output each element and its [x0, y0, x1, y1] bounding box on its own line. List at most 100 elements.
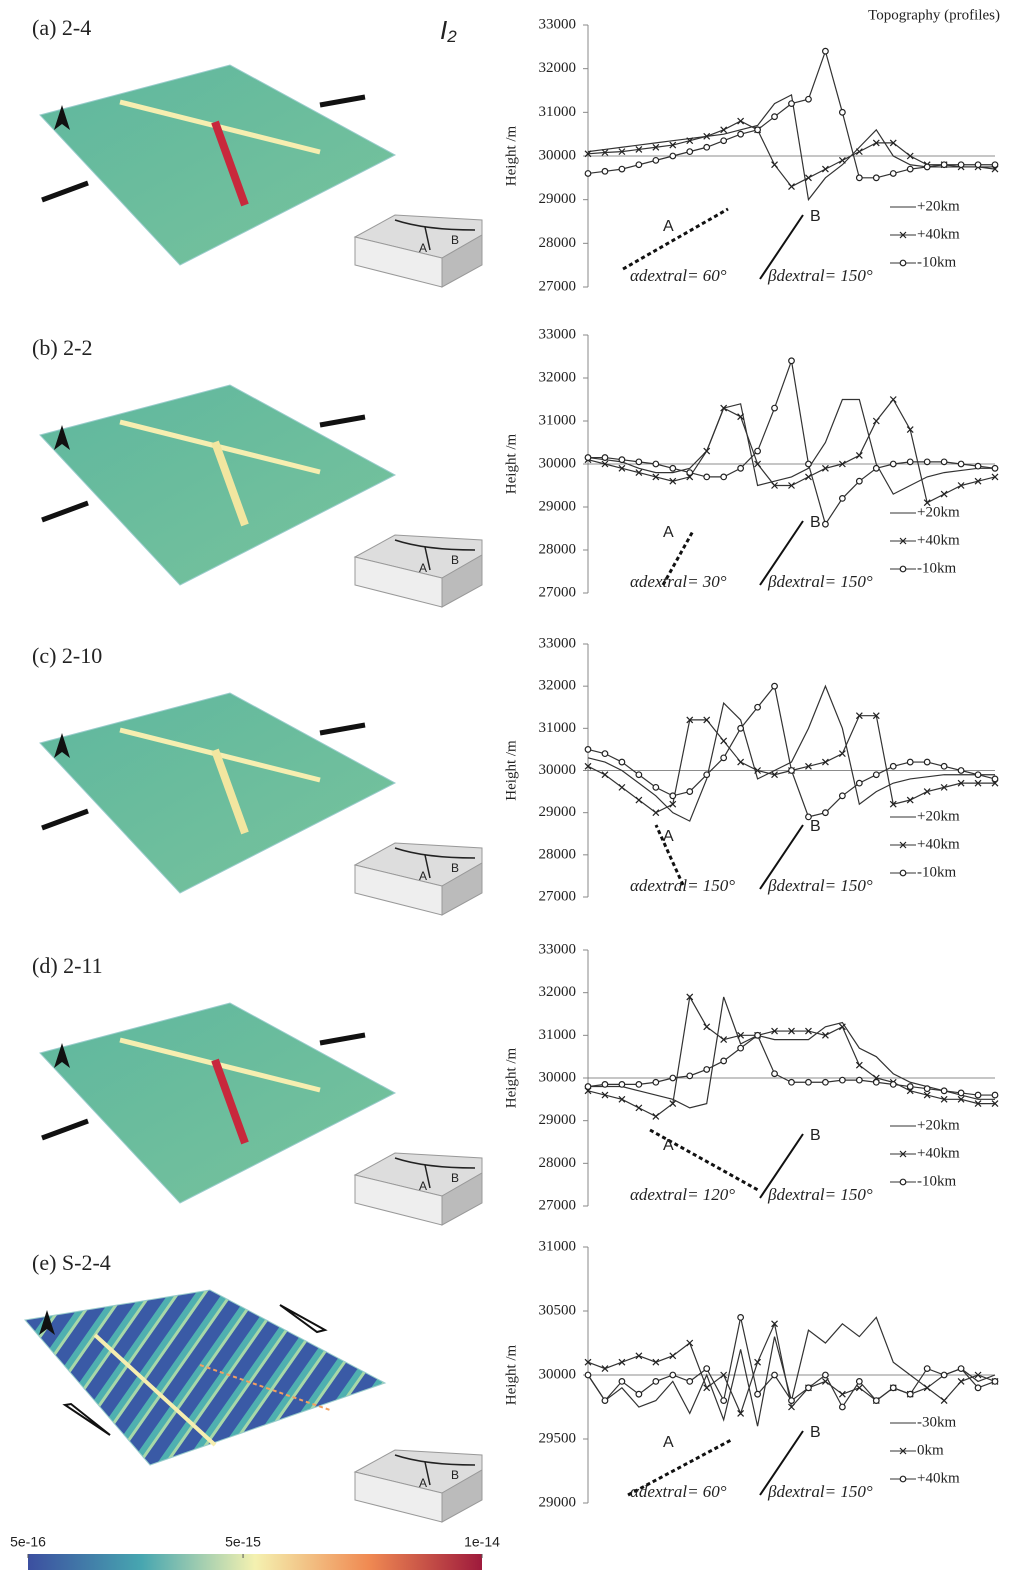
y-tick-label: 28000 [539, 846, 577, 862]
marker [669, 152, 677, 160]
marker [686, 788, 694, 795]
marker [899, 1475, 907, 1483]
marker [737, 1044, 745, 1052]
panel-label: (e) S-2-4 [32, 1250, 111, 1275]
inset-side [441, 862, 483, 916]
marker [771, 1070, 778, 1078]
compression-arrow [41, 180, 89, 203]
marker [805, 473, 812, 481]
compression-arrow [319, 414, 366, 428]
marker [940, 1397, 948, 1405]
label-b: B [810, 818, 821, 835]
marker [618, 456, 626, 464]
inset-side [441, 1469, 483, 1523]
marker [635, 1390, 643, 1398]
marker [957, 779, 965, 787]
legend-label: +40km [917, 226, 960, 242]
profile-line [587, 1034, 995, 1096]
marker [788, 357, 795, 365]
marker [872, 417, 880, 425]
marker [635, 1352, 643, 1360]
profile-line [587, 684, 995, 822]
fault-trace [93, 1333, 217, 1447]
label-b: B [810, 514, 821, 531]
marker [771, 113, 778, 121]
compression-arrow [41, 808, 89, 831]
legend-label: -10km [917, 864, 956, 880]
chart-title: Topography (profiles) [868, 7, 1000, 23]
marker [805, 174, 812, 182]
marker [889, 800, 897, 808]
y-tick-label: 31000 [539, 1027, 577, 1043]
marker [737, 117, 745, 125]
inset-side [441, 1172, 483, 1226]
marker [584, 1358, 592, 1366]
legend-label: +20km [917, 1117, 960, 1133]
strike-b [759, 1430, 804, 1496]
y-tick-label: 31000 [539, 104, 577, 120]
fault-trace [199, 1364, 331, 1411]
marker [838, 1023, 846, 1031]
marker [669, 1074, 677, 1082]
marker [838, 750, 846, 758]
fault-trace [211, 748, 249, 835]
marker [940, 783, 948, 791]
marker [991, 775, 999, 783]
y-tick-label: 33000 [539, 326, 577, 342]
legend-label: +40km [917, 532, 960, 548]
profile-chart: (d) 2-11 27000 28000 29000 30000 31000 32000 33… [32, 941, 999, 1213]
marker [821, 464, 829, 472]
marker [635, 1104, 643, 1112]
y-tick-label: 33000 [539, 941, 577, 957]
y-tick-label: 31000 [539, 412, 577, 428]
inset-side [441, 234, 483, 288]
marker [822, 520, 829, 528]
marker [940, 1087, 948, 1095]
y-tick-label: 33000 [539, 16, 577, 32]
marker [872, 464, 880, 472]
marker [703, 716, 711, 724]
marker [855, 1384, 863, 1392]
profile-line [587, 398, 995, 495]
marker [957, 1377, 965, 1385]
alpha-label: αdextral= 60° [630, 1482, 727, 1501]
marker [855, 712, 863, 720]
marker [669, 792, 677, 800]
panel-label: (d) 2-11 [32, 953, 103, 978]
marker [652, 1078, 660, 1086]
profile-line [587, 93, 995, 202]
marker [635, 146, 643, 153]
surface [24, 1289, 387, 1466]
marker [957, 1095, 965, 1103]
marker [906, 758, 914, 766]
marker [737, 1409, 745, 1417]
marker [686, 469, 694, 477]
profile-line [587, 49, 995, 179]
marker [584, 170, 592, 177]
marker [923, 458, 931, 466]
marker [720, 473, 728, 481]
marker [703, 1365, 711, 1372]
marker [737, 1031, 745, 1039]
surface-panel: AB [24, 1289, 483, 1523]
marker [855, 174, 863, 182]
marker [771, 404, 778, 412]
marker [737, 724, 745, 732]
marker [754, 1031, 761, 1039]
marker [652, 1112, 660, 1120]
marker [771, 1027, 778, 1035]
y-tick-label: 32000 [539, 369, 577, 385]
marker [635, 796, 643, 804]
marker [601, 1365, 609, 1373]
label-b: B [810, 1424, 821, 1441]
profile-line [588, 996, 995, 1109]
marker [957, 460, 965, 468]
inset-label: B [451, 553, 459, 567]
marker [584, 454, 592, 461]
marker [957, 767, 965, 774]
marker [635, 458, 643, 466]
y-tick-label: 30000 [539, 762, 577, 778]
profile-chart: (a) 2-4 Topography (profiles) 27000 28000 29… [32, 7, 1000, 294]
strike-a [654, 824, 685, 886]
marker [703, 1384, 711, 1392]
